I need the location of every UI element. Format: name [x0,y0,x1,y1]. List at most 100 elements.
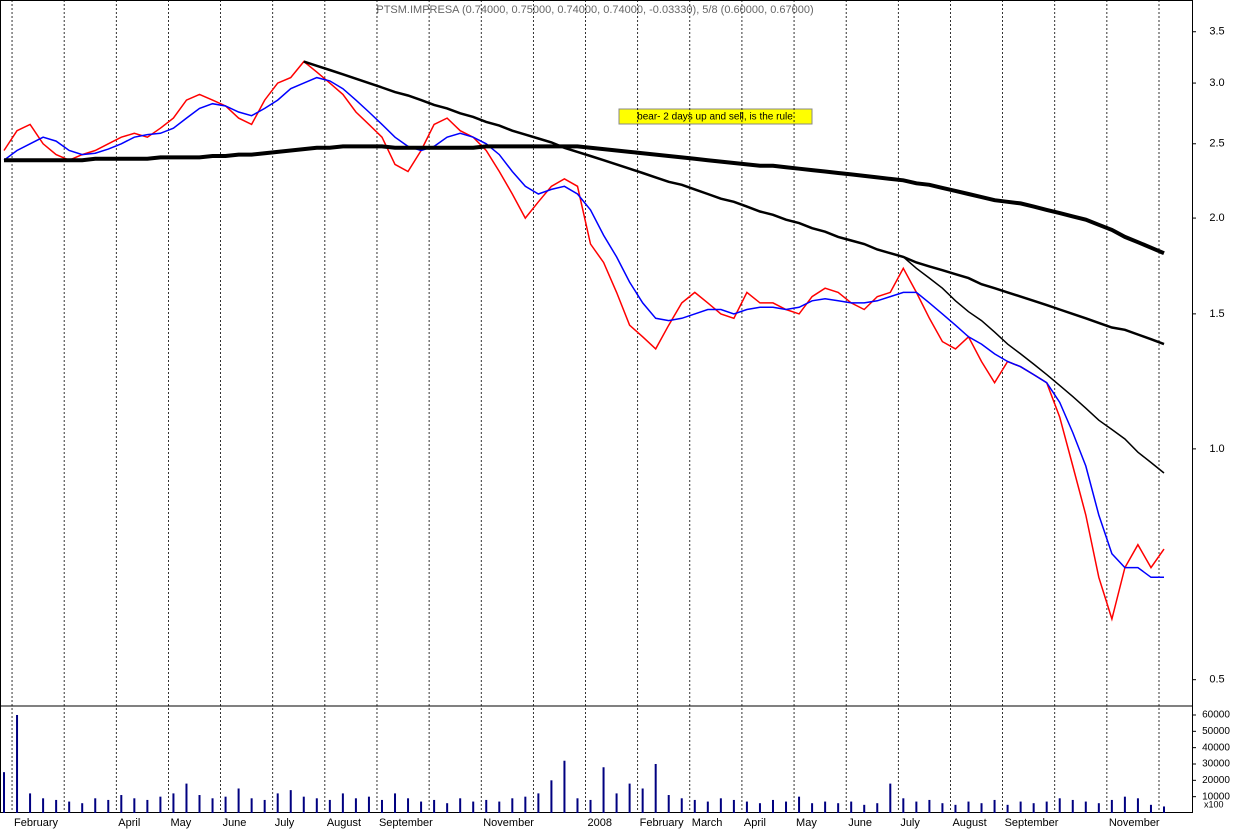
volume-bar [302,796,305,813]
x-tick-label: July [275,817,295,829]
volume-tick-label: 40000 [1202,742,1230,753]
x-tick-label: February [640,817,685,829]
volume-bar [732,799,735,813]
x-tick-label: June [223,817,247,829]
volume-bar [472,801,475,813]
y-tick-label: 0.5 [1209,674,1224,686]
volume-bar [654,763,657,813]
volume-bar [250,798,253,813]
volume-bar [433,799,436,813]
volume-bar [524,796,527,813]
volume-bar [863,804,866,813]
volume-bar [576,798,579,813]
volume-bar [876,803,879,813]
volume-bar [537,793,540,813]
volume-bar [459,798,462,813]
volume-bar [55,799,58,813]
price-line [303,60,1165,346]
volume-bar [758,803,761,813]
volume-bar [1136,798,1139,813]
volume-bar [811,803,814,813]
volume-bar [824,801,827,813]
volume-bar [1058,798,1061,813]
volume-bar [485,799,488,813]
volume-bar [511,798,514,813]
volume-bar [1149,804,1152,813]
x-tick-label: May [170,817,191,829]
volume-bar [289,790,292,813]
volume-bar [367,796,370,813]
annotation-box [618,108,813,125]
x-tick-label: September [379,817,433,829]
y-tick-label: 3.5 [1209,26,1224,38]
volume-bar [941,803,944,813]
volume-tick-label: 50000 [1202,726,1230,737]
volume-bar [1110,799,1113,813]
volume-bar [719,798,722,813]
volume-bar [446,803,449,813]
volume-bar [641,788,644,813]
volume-bar [915,801,918,813]
volume-bar [133,798,136,813]
volume-bar [328,799,331,813]
volume-bar [394,793,397,813]
y-tick-label: 2.0 [1209,212,1224,224]
volume-bar [81,803,84,813]
price-line [4,144,1165,256]
price-line [3,76,1164,579]
price-line [3,60,1165,622]
volume-bar [198,795,201,813]
volume-bar [380,799,383,813]
x-tick-label: August [952,817,986,829]
volume-bar [680,798,683,813]
y-tick-label: 3.0 [1209,77,1224,89]
volume-bar [224,796,227,813]
x-tick-label: November [483,817,534,829]
volume-bar [315,798,318,813]
volume-bar [667,795,670,813]
volume-bar [1006,804,1009,813]
volume-bar [785,801,788,813]
volume-bar [745,801,748,813]
volume-unit: x100 [1204,799,1224,809]
x-tick-label: August [327,817,361,829]
volume-bar [120,795,123,813]
volume-bar [928,799,931,813]
volume-bar [68,801,71,813]
x-tick-label: April [744,817,766,829]
volume-bar [185,783,188,813]
volume-bar [354,798,357,813]
volume-bar [341,793,344,813]
volume-bar [1097,803,1100,813]
volume-bar [1123,796,1126,813]
volume-bar [954,804,957,813]
volume-tick-label: 60000 [1202,710,1230,721]
x-tick-label: June [848,817,872,829]
volume-bar [1019,801,1022,813]
price-line [902,256,1165,474]
volume-bar [798,796,801,813]
annotation: bear- 2 days up and sell, is the rule [637,112,793,123]
volume-bar [3,772,5,813]
y-tick-label: 1.0 [1209,443,1224,455]
volume-bar [850,801,853,813]
volume-bar [172,793,175,813]
volume-bar [1084,801,1087,813]
volume-bar [276,793,279,813]
volume-bar [146,799,149,813]
volume-bar [407,798,410,813]
x-tick-label: July [900,817,920,829]
volume-bar [589,799,592,813]
volume-tick-label: 30000 [1202,759,1230,770]
volume-bar [628,783,631,813]
volume-bar [420,801,423,813]
x-tick-label: April [118,817,140,829]
volume-bar [263,799,266,813]
volume-bar [889,783,892,813]
volume-bar [550,780,553,813]
x-tick-label: September [1005,817,1059,829]
volume-bar [693,799,696,813]
volume-bar [42,798,45,813]
volume-bar [563,760,566,813]
